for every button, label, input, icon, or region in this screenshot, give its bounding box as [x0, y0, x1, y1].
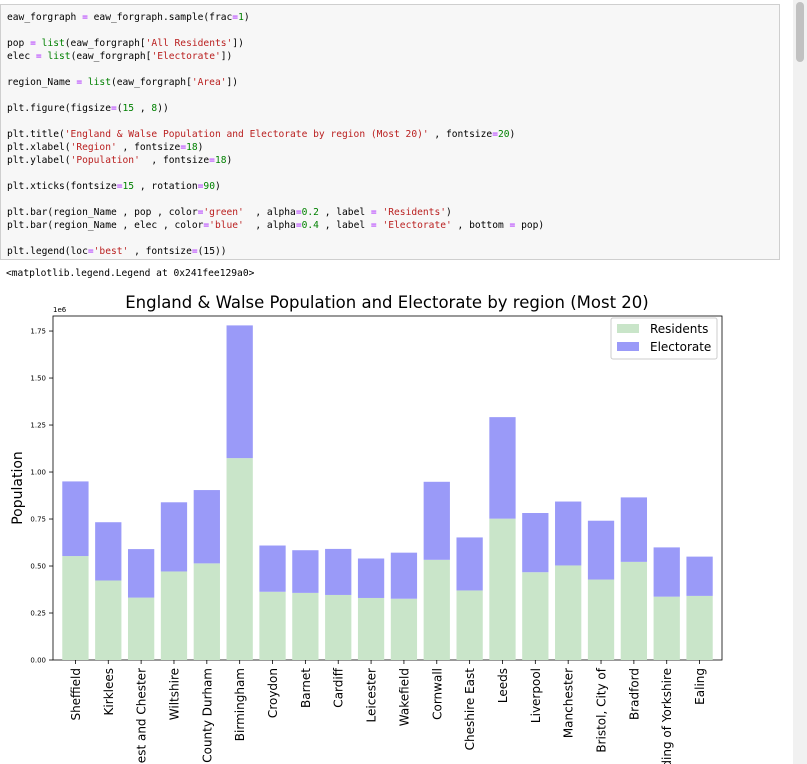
bar-residents: [259, 591, 286, 660]
chart-title: England & Walse Population and Electorat…: [125, 293, 649, 312]
bar-residents: [423, 559, 450, 660]
bar-residents: [587, 579, 615, 660]
code-line: plt.ylabel('Population' , fontsize=18): [7, 155, 233, 166]
bar-electorate: [390, 552, 418, 599]
code-line: plt.title('England & Walse Population an…: [7, 129, 516, 140]
bar-electorate: [160, 502, 188, 572]
x-tick-label: County Durham: [200, 668, 214, 763]
x-tick-label: Cheshire East: [463, 668, 477, 751]
x-tick-label: Ealing: [693, 668, 707, 705]
legend-label-electorate: Electorate: [650, 340, 711, 354]
bar-residents: [620, 561, 648, 660]
x-tick-label: Wiltshire: [167, 668, 181, 720]
bar-residents: [390, 598, 418, 660]
bar-residents: [226, 458, 253, 660]
bar-electorate: [686, 556, 713, 596]
y-axis-ticks: 0.00 0.25 0.50 0.75 1.00 1.25 1.50 1.75: [30, 328, 53, 665]
code-line: region_Name = list(eaw_forgraph['Area']): [7, 77, 239, 88]
code-line: plt.xlabel('Region' , fontsize=18): [7, 142, 204, 153]
bar-residents: [193, 563, 220, 660]
bar-residents: [489, 518, 516, 660]
cell-output-text: <matplotlib.legend.Legend at 0x241fee129…: [6, 268, 255, 279]
y-axis-scale-label: 1e6: [53, 306, 67, 314]
code-line: plt.bar(region_Name , pop , color='green…: [7, 207, 452, 218]
bar-electorate: [522, 513, 549, 573]
bar-residents: [127, 597, 155, 660]
y-tick-label: 0.50: [30, 563, 46, 571]
stacked-bar-chart: England & Walse Population and Electorat…: [10, 293, 723, 764]
chart-legend: Residents Electorate: [610, 317, 718, 360]
bar-residents: [160, 571, 188, 660]
bar-electorate: [226, 325, 253, 459]
x-tick-label: Barnet: [299, 668, 313, 708]
legend-label-residents: Residents: [650, 322, 708, 336]
x-tick-label: Liverpool: [529, 668, 543, 723]
code-line: plt.legend(loc='best' , fontsize=(15)): [7, 246, 227, 257]
code-line: elec = list(eaw_forgraph['Electorate']): [7, 51, 233, 62]
x-tick-label: ding of Yorkshire: [660, 668, 674, 764]
legend-swatch-electorate: [617, 342, 639, 351]
page-scrollbar[interactable]: [793, 0, 807, 764]
bar-electorate: [423, 481, 450, 560]
x-tick-label: Bradford: [627, 668, 641, 720]
y-tick-label: 1.75: [30, 328, 46, 336]
x-tick-label: Leicester: [365, 668, 379, 723]
x-tick-label: Kirklees: [102, 668, 116, 715]
x-tick-label: Croydon: [266, 668, 280, 718]
code-block[interactable]: eaw_forgraph = eaw_forgraph.sample(frac=…: [7, 11, 544, 258]
bar-residents: [357, 597, 385, 660]
x-tick-label: Cardiff: [332, 667, 346, 707]
bar-residents: [686, 595, 713, 660]
x-tick-label: Bristol, City of: [595, 667, 609, 752]
bar-residents: [325, 594, 352, 660]
bar-electorate: [127, 549, 155, 598]
bar-electorate: [95, 522, 122, 581]
code-cell[interactable]: eaw_forgraph = eaw_forgraph.sample(frac=…: [0, 4, 780, 260]
legend-swatch-residents: [617, 324, 639, 333]
y-tick-label: 0.00: [30, 657, 46, 665]
bar-residents: [456, 590, 483, 660]
code-line: plt.xticks(fontsize=15 , rotation=90): [7, 181, 221, 192]
bar-electorate: [259, 545, 286, 592]
bar-electorate: [193, 490, 220, 564]
bar-residents: [522, 572, 549, 660]
bar-electorate: [555, 501, 582, 566]
bar-electorate: [292, 550, 319, 593]
bar-electorate: [325, 548, 352, 595]
x-tick-label: Sheffield: [69, 668, 83, 721]
bar-residents: [653, 596, 680, 660]
bar-residents: [62, 556, 89, 660]
x-axis-ticks: Sheffield Kirklees est and Chester Wiltshir…: [69, 660, 707, 764]
y-tick-label: 0.25: [30, 610, 46, 618]
code-line: plt.bar(region_Name , elec , color='blue…: [7, 220, 545, 231]
bars-group: [62, 325, 713, 660]
bar-electorate: [357, 558, 385, 598]
x-tick-label: Leeds: [496, 668, 510, 703]
y-tick-label: 1.25: [30, 422, 46, 430]
y-tick-label: 1.50: [30, 375, 46, 383]
code-line: eaw_forgraph = eaw_forgraph.sample(frac=…: [7, 12, 250, 23]
x-tick-label: Cornwall: [430, 668, 444, 720]
code-line: plt.figure(figsize=(15 , 8)): [7, 103, 169, 114]
scrollbar-thumb[interactable]: [796, 2, 804, 62]
y-axis-label: Population: [10, 451, 26, 525]
y-tick-label: 0.75: [30, 516, 46, 524]
x-tick-label: est and Chester: [135, 668, 149, 763]
code-line: pop = list(eaw_forgraph['All Residents']…: [7, 38, 244, 49]
x-tick-label: Manchester: [562, 668, 576, 738]
x-tick-label: Birmingham: [233, 668, 247, 741]
bar-electorate: [489, 417, 516, 519]
y-tick-label: 1.00: [30, 469, 46, 477]
bar-electorate: [653, 547, 680, 597]
bar-residents: [292, 592, 319, 660]
bar-electorate: [456, 537, 483, 591]
bar-electorate: [587, 520, 615, 580]
bar-electorate: [620, 497, 648, 562]
bar-electorate: [62, 481, 89, 557]
bar-residents: [95, 580, 122, 660]
x-tick-label: Wakefield: [397, 668, 411, 726]
bar-residents: [555, 565, 582, 660]
